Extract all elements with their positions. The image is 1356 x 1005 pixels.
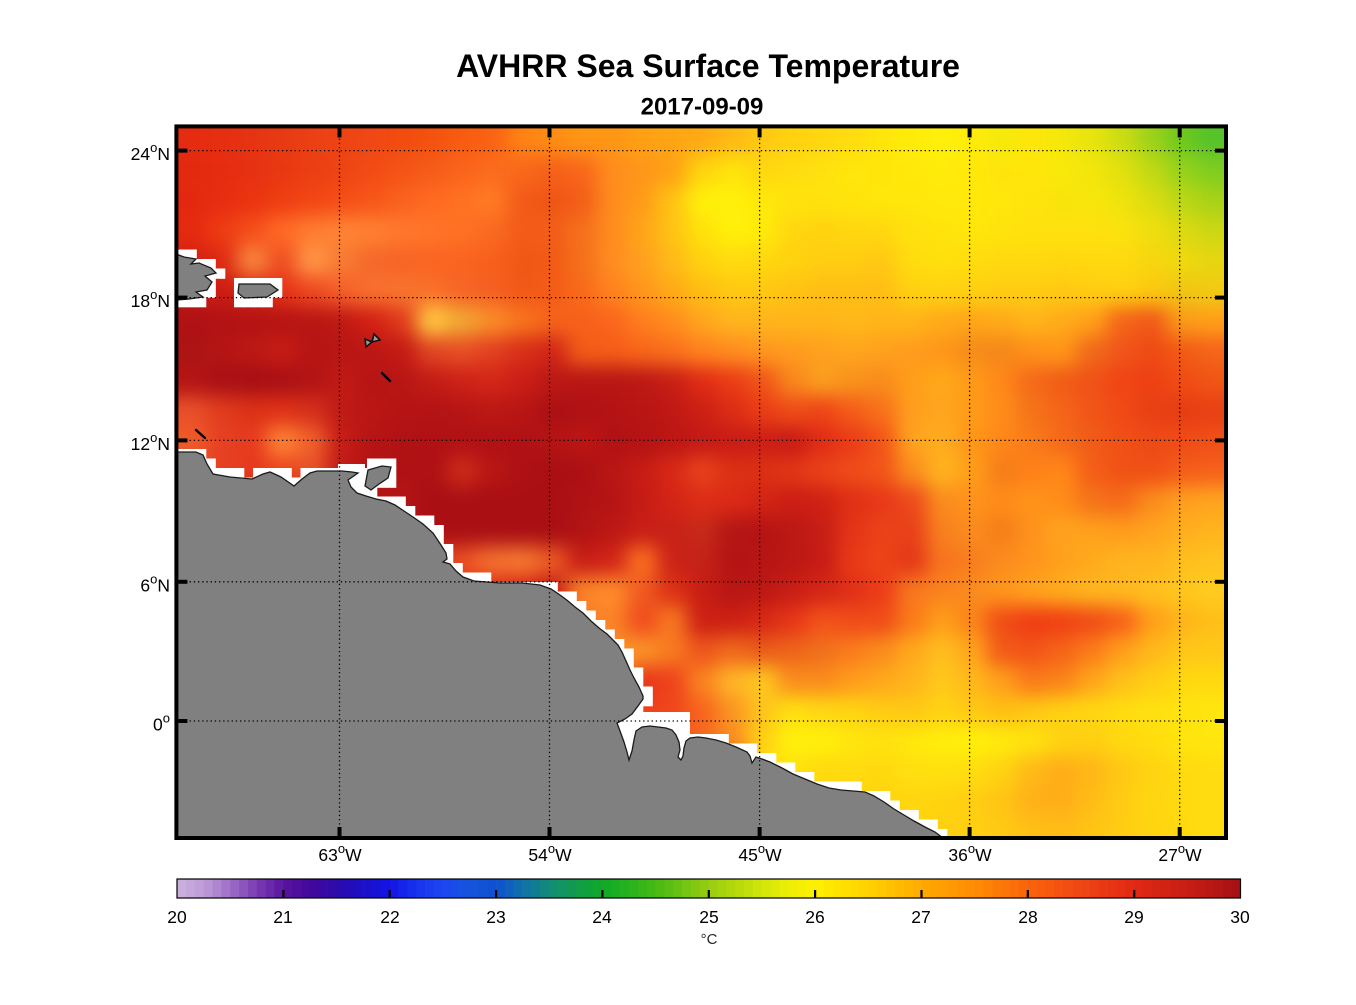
svg-text:21: 21	[273, 907, 292, 927]
svg-text:20: 20	[167, 907, 187, 927]
svg-text:AVHRR Sea Surface Temperature: AVHRR Sea Surface Temperature	[456, 48, 960, 84]
svg-text:2017-09-09: 2017-09-09	[641, 94, 764, 121]
svg-text:27oW: 27oW	[1158, 841, 1202, 865]
svg-text:24: 24	[592, 907, 612, 927]
svg-text:28: 28	[1018, 907, 1037, 927]
svg-text:22: 22	[380, 907, 399, 927]
svg-text:25: 25	[699, 907, 718, 927]
svg-text:°C: °C	[701, 931, 718, 948]
svg-text:26: 26	[805, 907, 824, 927]
svg-text:29: 29	[1124, 907, 1143, 927]
svg-text:23: 23	[486, 907, 505, 927]
svg-text:6oN: 6oN	[140, 571, 170, 595]
svg-text:30: 30	[1230, 907, 1250, 927]
svg-text:27: 27	[911, 907, 930, 927]
